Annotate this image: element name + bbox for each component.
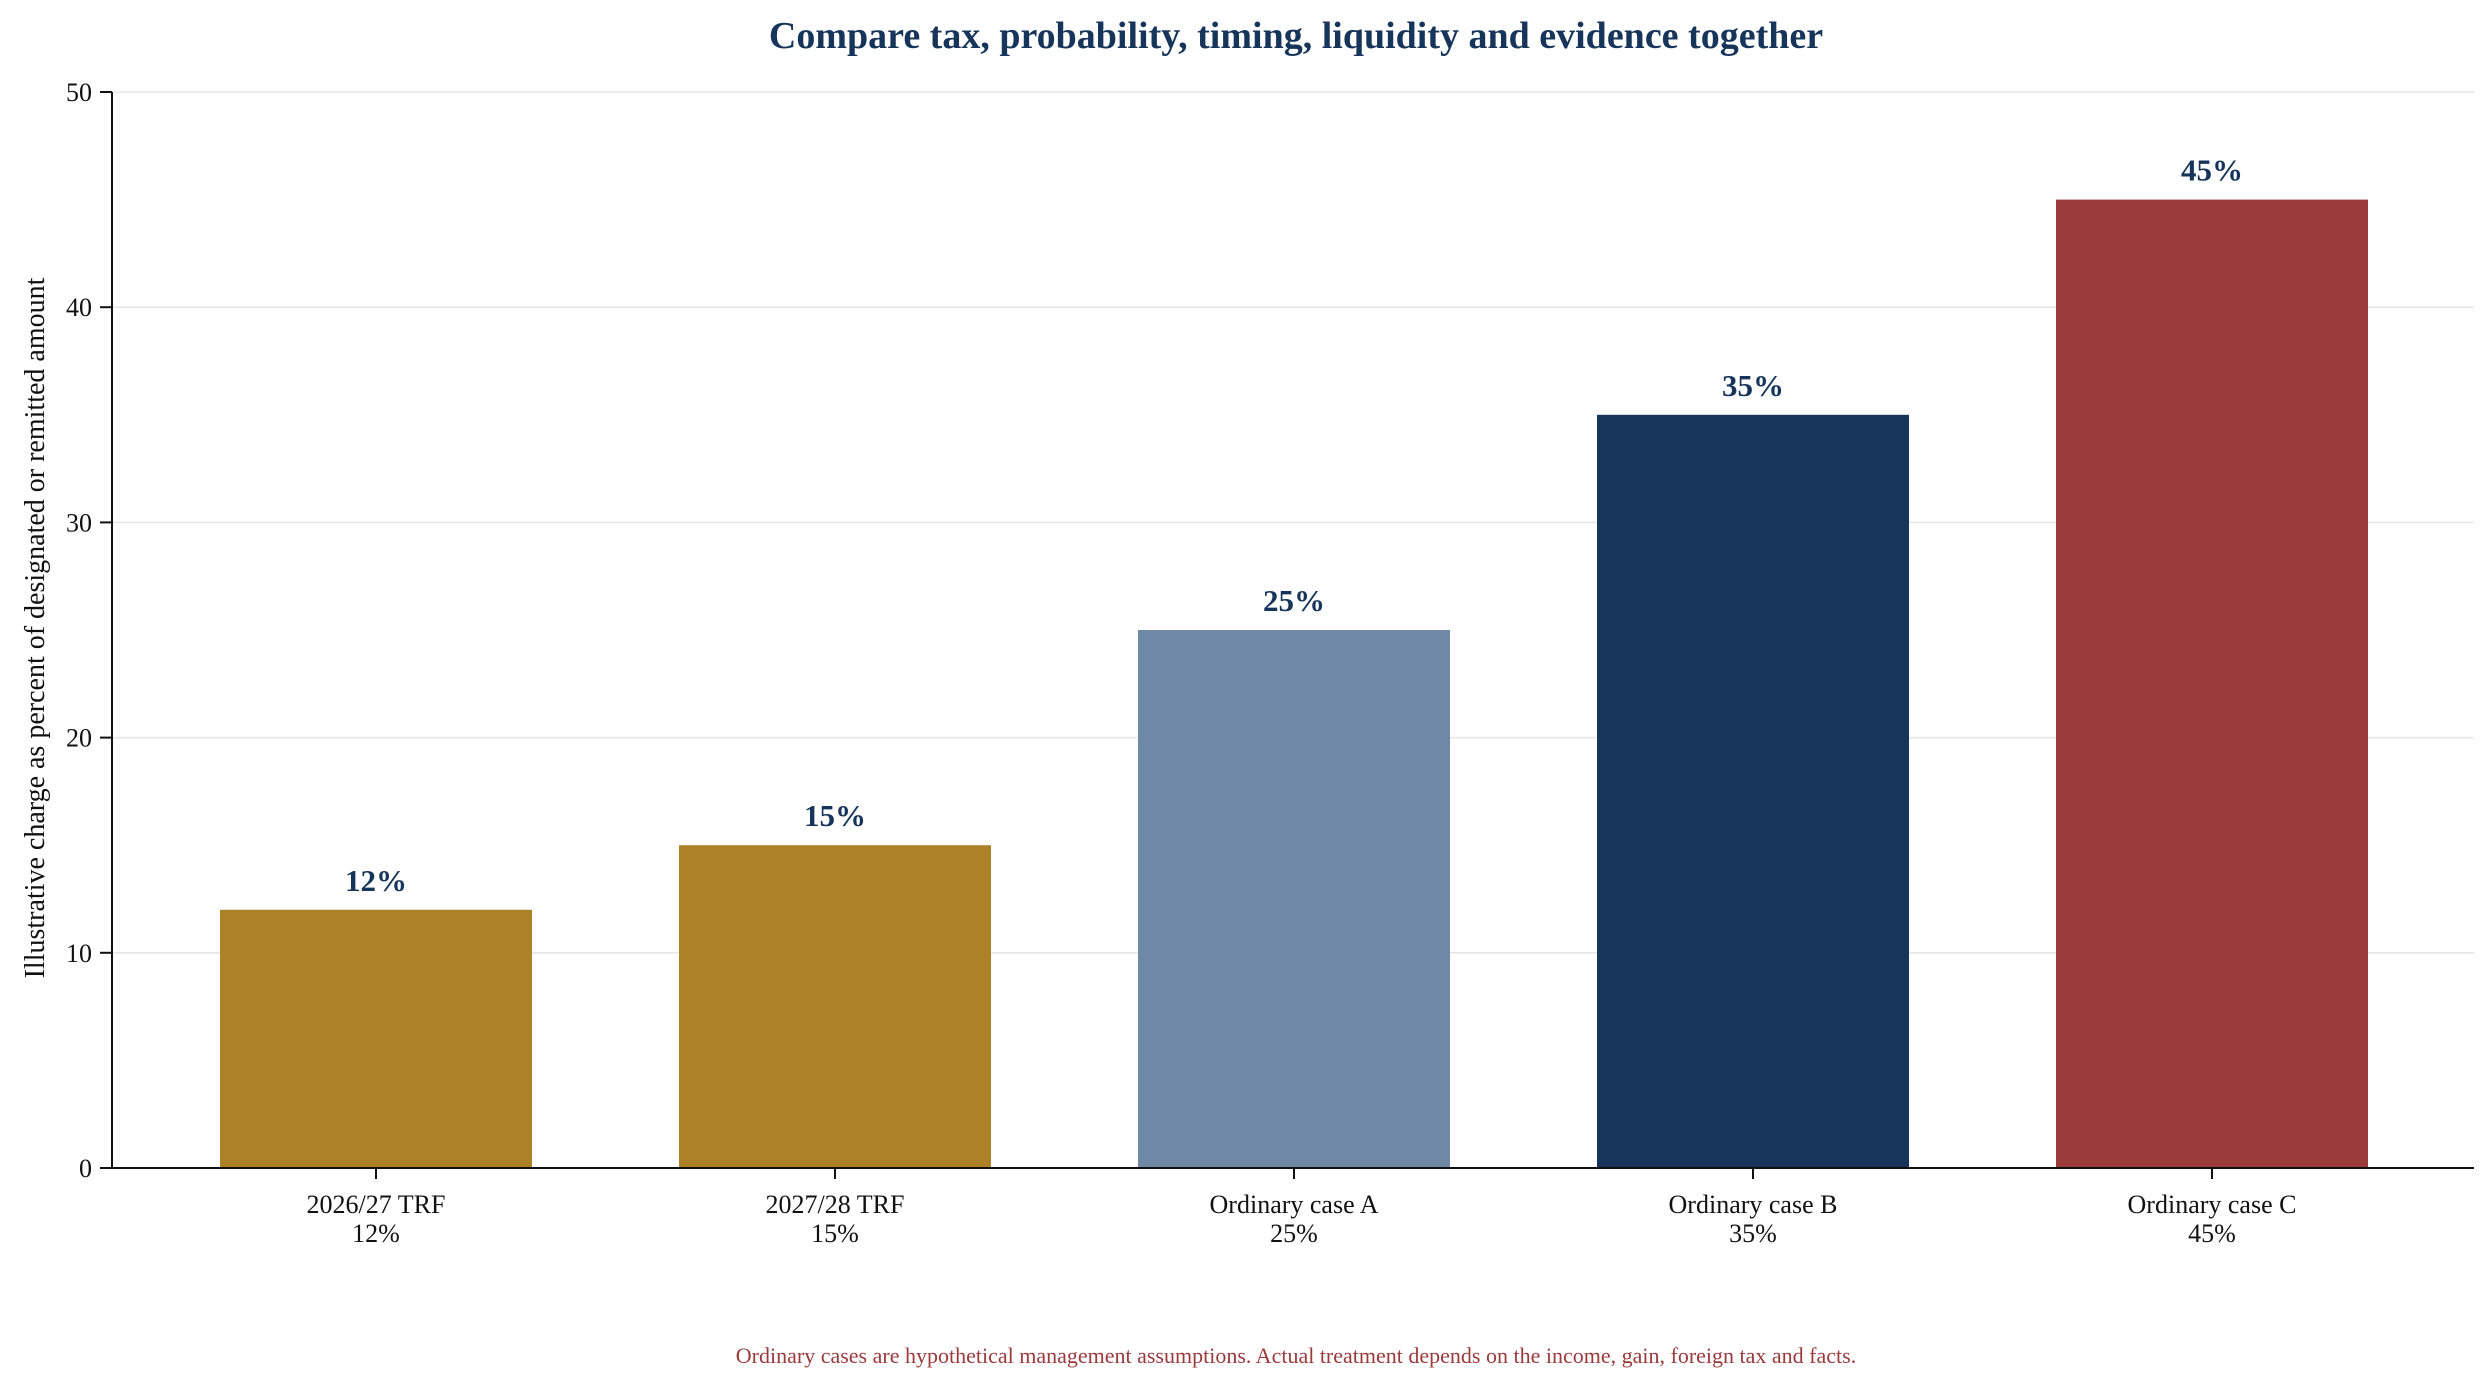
data-labels: 12% 15% 25% 35% 45% [345,153,2243,898]
y-tick-label: 0 [79,1154,92,1183]
y-tick-label: 30 [66,508,92,537]
x-tick-sublabel: 15% [811,1219,859,1248]
bar-1 [220,909,532,1168]
x-tick-label: 2026/27 TRF [307,1190,446,1219]
x-tick-label: Ordinary case B [1669,1190,1838,1219]
data-label-1: 12% [345,863,407,898]
y-tick-label: 50 [66,78,92,107]
bar-2 [679,845,991,1168]
y-tick-label: 40 [66,293,92,322]
y-ticks: 0 10 20 30 40 50 [66,78,112,1183]
bars [220,199,2368,1169]
data-label-2: 15% [804,798,866,833]
x-tick-label: Ordinary case C [2128,1190,2297,1219]
x-tick-sublabel: 35% [1729,1219,1777,1248]
bar-4 [1597,414,1909,1168]
x-tick-sublabel: 45% [2188,1219,2236,1248]
chart-footnote: Ordinary cases are hypothetical manageme… [736,1343,1856,1368]
y-tick-label: 20 [66,724,92,753]
x-tick-sublabel: 12% [352,1219,400,1248]
y-tick-label: 10 [66,939,92,968]
x-tick-label: 2027/28 TRF [766,1190,905,1219]
bar-5 [2056,199,2368,1169]
data-label-5: 45% [2181,153,2243,188]
y-axis-title: Illustrative charge as percent of design… [20,277,51,978]
bar-3 [1138,630,1450,1168]
x-tick-label: Ordinary case A [1210,1190,1379,1219]
data-label-3: 25% [1263,583,1325,618]
x-tick-sublabel: 25% [1270,1219,1318,1248]
data-label-4: 35% [1722,368,1784,403]
chart-title: Compare tax, probability, timing, liquid… [769,15,1823,57]
